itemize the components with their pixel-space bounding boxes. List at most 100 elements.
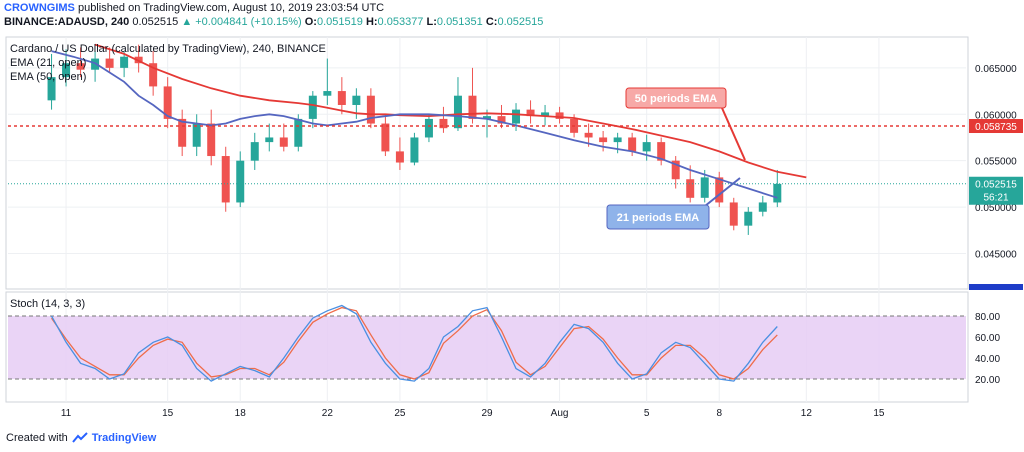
candle-body xyxy=(468,95,477,119)
ema50-legend: EMA (50, open) xyxy=(10,71,86,83)
price-tick-label: 0.060000 xyxy=(975,110,1017,121)
candle-body xyxy=(613,137,622,143)
ema-lines xyxy=(51,43,807,199)
candle-body xyxy=(105,58,114,68)
candle-body xyxy=(250,142,259,161)
candle-body xyxy=(483,116,491,119)
price-tick-label: 0.050000 xyxy=(975,203,1017,214)
high-value: 0.053377 xyxy=(377,16,424,28)
symbol-label: BINANCE:ADAUSD, 240 xyxy=(4,16,130,28)
candle-body xyxy=(758,202,767,212)
open-label: O: xyxy=(304,16,317,28)
candle-body xyxy=(221,156,230,203)
candle-body xyxy=(47,77,56,101)
price-tick-label: 0.055000 xyxy=(975,157,1017,168)
ema21-legend: EMA (21, open) xyxy=(10,57,86,69)
stoch-band xyxy=(8,315,966,380)
stoch-k-line xyxy=(50,304,778,382)
candle-body xyxy=(192,123,201,147)
chart-title: Cardano / US Dollar (calculated by Tradi… xyxy=(10,43,326,55)
candle-body xyxy=(628,137,637,152)
price-tick-label: 0.045000 xyxy=(975,250,1017,261)
ema21-line xyxy=(51,50,778,199)
candle-body xyxy=(686,179,695,198)
close-value: 0.052515 xyxy=(497,16,544,28)
stoch-tick-label: 60.00 xyxy=(975,333,1000,344)
time-axis: 11 15 18 22 25 29 Aug 5 8 12 15 xyxy=(61,408,885,419)
candle-body xyxy=(395,151,404,163)
ema50-callout-pointer xyxy=(721,107,746,161)
candle-body xyxy=(149,63,158,87)
stoch-tick-label: 20.00 xyxy=(975,375,1000,386)
time-tick-label: 25 xyxy=(394,408,406,419)
candle-body xyxy=(337,91,346,105)
time-tick-label: 12 xyxy=(801,408,813,419)
candle-body xyxy=(599,137,608,143)
candle-body xyxy=(453,95,462,129)
candle-body xyxy=(700,177,709,198)
candle-body xyxy=(526,109,535,117)
candle-body xyxy=(366,95,375,124)
candle-body xyxy=(729,202,738,226)
resistance-price-text: 0.058735 xyxy=(975,122,1017,133)
time-tick-label: Aug xyxy=(551,408,569,419)
candle-body xyxy=(294,118,303,147)
candle-body xyxy=(178,118,187,147)
candle-body xyxy=(308,95,317,119)
time-tick-label: 11 xyxy=(61,408,72,419)
publish-info: published on TradingView.com, August 10,… xyxy=(77,2,385,14)
candles xyxy=(47,44,782,235)
countdown-text: 56:21 xyxy=(983,193,1008,204)
candle-body xyxy=(512,109,521,124)
last-price: 0.052515 xyxy=(132,16,179,28)
current-price-text: 0.052515 xyxy=(975,180,1017,191)
candle-body xyxy=(671,160,680,180)
tradingview-brand[interactable]: TradingView xyxy=(91,432,157,444)
stoch-tick-label: 40.00 xyxy=(975,354,1000,365)
candle-body xyxy=(381,123,390,152)
candle-body xyxy=(497,116,506,124)
time-tick-label: 29 xyxy=(481,408,493,419)
stoch-tick-label: 80.00 xyxy=(975,312,1000,323)
created-with-label: Created with xyxy=(6,432,68,444)
ema21-callout-box xyxy=(606,204,710,230)
callouts: Cardano / US Dollar (calculated by Tradi… xyxy=(10,43,746,310)
stoch-legend: Stoch (14, 3, 3) xyxy=(10,298,85,310)
current-price-tag xyxy=(969,176,1023,205)
price-levels xyxy=(8,125,966,185)
candle-body xyxy=(76,63,85,70)
time-tick-label: 18 xyxy=(235,408,247,419)
ema21-callout-label: 21 periods EMA xyxy=(617,212,700,224)
candle-body xyxy=(265,137,274,143)
candle-body xyxy=(744,211,753,226)
low-label: L: xyxy=(426,16,437,28)
time-tick-label: 15 xyxy=(873,408,885,419)
candle-body xyxy=(236,160,245,203)
candle-body xyxy=(584,132,593,138)
footer: Created with TradingView xyxy=(6,432,156,444)
candle-body xyxy=(715,177,724,203)
publish-line: CROWNGIMS published on TradingView.com, … xyxy=(4,2,384,14)
close-label: C: xyxy=(485,16,498,28)
candle-body xyxy=(657,142,666,161)
quote-line: BINANCE:ADAUSD, 240 0.052515 ▲ +0.004841… xyxy=(4,16,543,28)
time-tick-label: 22 xyxy=(322,408,334,419)
candle-body xyxy=(352,95,361,105)
candle-body xyxy=(410,137,419,163)
stoch-lines xyxy=(50,304,778,382)
overbought-oversold-band xyxy=(8,316,966,379)
author-name[interactable]: CROWNGIMS xyxy=(4,2,75,14)
candle-body xyxy=(642,142,651,152)
time-tick-label: 15 xyxy=(162,408,174,419)
candle-body xyxy=(424,118,433,138)
offscreen-price-tag xyxy=(969,284,1023,290)
candle-body xyxy=(439,118,448,129)
candle-body xyxy=(555,112,564,119)
candle-body xyxy=(279,137,288,147)
candle-body xyxy=(773,183,782,203)
tradingview-logo-icon xyxy=(71,432,88,443)
ema50-callout-label: 50 periods EMA xyxy=(635,93,718,105)
price-change: ▲ +0.004841 (+10.15%) xyxy=(181,16,302,28)
low-value: 0.051351 xyxy=(436,16,483,28)
